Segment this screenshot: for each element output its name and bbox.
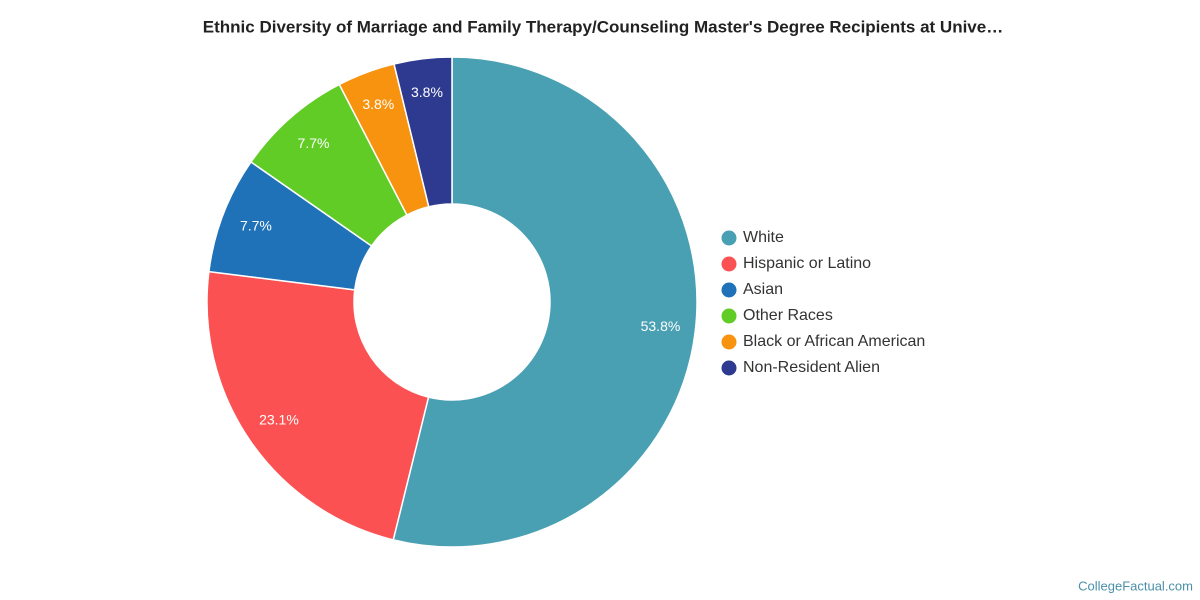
legend-swatch — [721, 282, 737, 298]
data-label: 23.1% — [259, 412, 299, 428]
data-label: 7.7% — [298, 135, 330, 151]
legend-swatch — [721, 256, 737, 272]
legend-label: Other Races — [743, 307, 833, 324]
legend-swatch — [721, 308, 737, 324]
legend-swatch — [721, 360, 737, 376]
data-label: 3.8% — [411, 84, 443, 100]
data-label: 7.7% — [240, 217, 272, 233]
slice — [392, 56, 698, 548]
legend-swatch — [721, 230, 737, 246]
legend-label: Asian — [743, 281, 783, 298]
slice — [393, 56, 453, 208]
legend-label: Hispanic or Latino — [743, 255, 871, 272]
watermark: CollegeFactual.com — [1078, 578, 1193, 593]
legend-label: Non-Resident Alien — [743, 359, 880, 376]
data-label: 53.8% — [641, 318, 681, 334]
legend-swatch — [721, 334, 737, 350]
slice — [206, 270, 430, 541]
chart-title: Ethnic Diversity of Marriage and Family … — [203, 17, 1003, 36]
legend-label: Black or African American — [743, 333, 925, 350]
legend-label: White — [743, 229, 784, 246]
data-label: 3.8% — [362, 96, 394, 112]
